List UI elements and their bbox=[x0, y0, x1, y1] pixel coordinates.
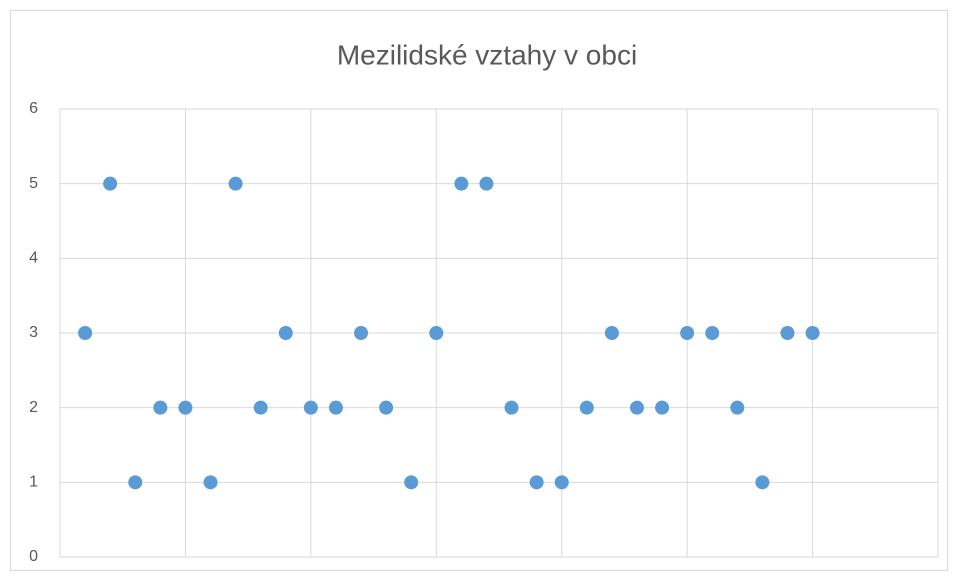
point bbox=[404, 475, 419, 490]
chart-title: Mezilidské vztahy v obci bbox=[337, 39, 637, 70]
point bbox=[78, 326, 93, 340]
point bbox=[655, 400, 670, 415]
point bbox=[379, 400, 394, 415]
point bbox=[705, 326, 720, 340]
point bbox=[253, 400, 268, 415]
y-tick-label: 5 bbox=[29, 175, 38, 192]
point bbox=[554, 475, 569, 490]
point bbox=[454, 176, 469, 191]
point bbox=[629, 400, 644, 415]
point bbox=[755, 475, 770, 490]
point bbox=[730, 400, 745, 415]
point bbox=[354, 326, 369, 340]
point bbox=[529, 475, 544, 490]
y-tick-label: 4 bbox=[29, 250, 38, 267]
point bbox=[504, 400, 519, 415]
point bbox=[328, 400, 343, 415]
y-tick-label: 1 bbox=[29, 474, 38, 491]
point bbox=[479, 176, 494, 191]
point bbox=[128, 475, 143, 490]
point bbox=[604, 326, 619, 340]
point bbox=[805, 326, 820, 340]
point bbox=[103, 176, 118, 191]
point bbox=[228, 176, 243, 191]
point bbox=[153, 400, 168, 415]
y-tick-label: 3 bbox=[29, 324, 38, 341]
point bbox=[780, 326, 795, 340]
point bbox=[303, 400, 318, 415]
point bbox=[203, 475, 218, 490]
point bbox=[178, 400, 193, 415]
point bbox=[278, 326, 293, 340]
chart-border bbox=[10, 10, 948, 571]
point bbox=[579, 400, 594, 415]
y-tick-label: 6 bbox=[29, 100, 38, 117]
point bbox=[680, 326, 695, 340]
y-tick-label: 2 bbox=[29, 399, 38, 416]
point bbox=[429, 326, 444, 340]
y-tick-label: 0 bbox=[29, 548, 38, 565]
